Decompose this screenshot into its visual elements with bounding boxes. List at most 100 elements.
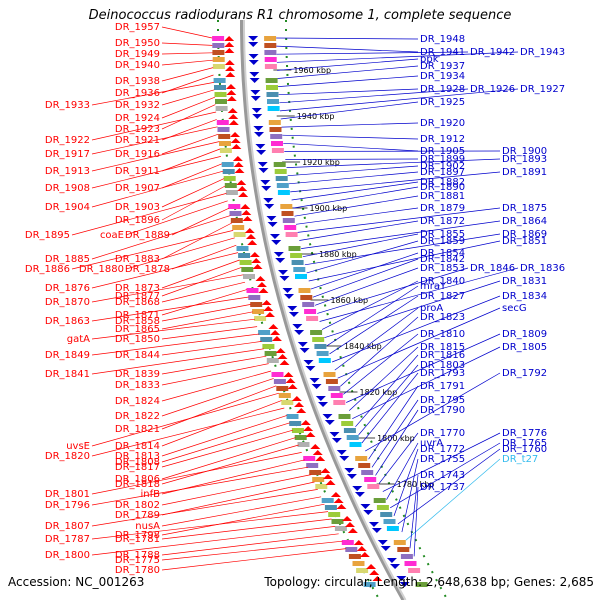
left-gene-label[interactable]: DR_1807 xyxy=(45,521,90,532)
left-gene-label[interactable]: infB xyxy=(141,489,161,500)
right-gene-label[interactable]: DR_1823 xyxy=(420,312,465,323)
right-gene-label[interactable]: DR_1793 xyxy=(420,368,465,379)
left-gene-label[interactable]: DR_1913 xyxy=(45,166,90,177)
left-gene-label[interactable]: DR_1802 xyxy=(115,500,160,511)
right-gene-label[interactable]: DR_1891 xyxy=(502,167,547,178)
left-gene-label[interactable]: DR_1844 xyxy=(115,350,160,361)
left-gene-label[interactable]: DR_1868 xyxy=(115,297,160,308)
left-gene-label[interactable]: DR_1865 xyxy=(115,324,160,335)
left-gene-label[interactable]: DR_1922 xyxy=(45,135,90,146)
left-gene-label[interactable]: DR_1932 xyxy=(115,100,160,111)
right-gene-label[interactable]: DR_1900 xyxy=(502,146,547,157)
left-gene-label[interactable]: nusA xyxy=(135,521,160,532)
right-gene-label[interactable]: DR_1737 xyxy=(420,482,465,493)
left-gene-label[interactable]: DR_1936 xyxy=(115,88,160,99)
left-gene-label[interactable]: DR_1895 xyxy=(25,230,70,241)
left-gene-label[interactable]: DR_1924 xyxy=(115,113,160,124)
left-gene-label[interactable]: DR_1841 xyxy=(45,369,90,380)
left-gene-label[interactable]: DR_1940 xyxy=(115,60,160,71)
left-gene-label[interactable]: DR_1885 xyxy=(45,254,90,265)
right-gene-label[interactable]: DR_1765 xyxy=(502,438,547,449)
right-gene-label[interactable]: DR_1790 xyxy=(420,405,465,416)
left-gene-label[interactable]: DR_1877 xyxy=(115,291,160,302)
left-gene-label[interactable]: DR_1780 xyxy=(115,565,160,576)
right-gene-label[interactable]: DR_1905 xyxy=(420,146,465,157)
left-gene-label[interactable]: DR_1813 xyxy=(115,451,160,462)
left-gene-label[interactable]: DR_1849 xyxy=(45,350,90,361)
right-gene-label[interactable]: DR_1925 xyxy=(420,97,465,108)
left-gene-label[interactable]: DR_1896 xyxy=(115,215,160,226)
left-gene-label[interactable]: DR_1817 xyxy=(115,462,160,473)
right-gene-label[interactable]: DR_1772 xyxy=(420,444,465,455)
right-gene-label[interactable]: DR_1836 xyxy=(520,263,565,274)
right-gene-label[interactable]: DR_1827 xyxy=(420,291,465,302)
right-gene-label[interactable]: DR_1760 xyxy=(502,444,547,455)
left-gene-label[interactable]: DR_1824 xyxy=(115,396,160,407)
right-gene-label[interactable]: DR_1776 xyxy=(502,428,547,439)
right-gene-label[interactable]: DR_1855 xyxy=(420,229,465,240)
right-gene-label[interactable]: uvrA xyxy=(420,438,443,449)
left-gene-label[interactable]: DR_1788 xyxy=(115,550,160,561)
left-gene-label[interactable]: DR_1878 xyxy=(125,264,170,275)
left-gene-label[interactable]: DR_1957 xyxy=(115,22,160,33)
left-gene-label[interactable]: DR_1814 xyxy=(115,441,160,452)
right-gene-label[interactable]: DR_1882 xyxy=(420,177,465,188)
right-gene-label[interactable]: DR_1934 xyxy=(420,71,465,82)
right-gene-label[interactable]: DR_1854 xyxy=(420,248,465,259)
right-gene-label[interactable]: DR_1791 xyxy=(420,381,465,392)
rna-gene-label[interactable]: DR_t27 xyxy=(502,454,538,465)
left-gene-label[interactable]: DR_1796 xyxy=(45,500,90,511)
right-gene-label[interactable]: DR_1859 xyxy=(420,236,465,247)
right-gene-label[interactable]: DR_1869 xyxy=(502,229,547,240)
left-gene-label[interactable]: DR_1876 xyxy=(45,283,90,294)
right-gene-label[interactable]: DR_1942 xyxy=(470,47,515,58)
right-gene-label[interactable]: DR_1792 xyxy=(502,368,547,379)
left-gene-label[interactable]: DR_1870 xyxy=(45,297,90,308)
right-gene-label[interactable]: DR_1927 xyxy=(520,84,565,95)
right-gene-label[interactable]: DR_1851 xyxy=(502,236,547,247)
right-gene-label[interactable]: DR_1920 xyxy=(420,118,465,129)
right-gene-label[interactable]: ppk xyxy=(420,54,439,65)
left-gene-label[interactable]: DR_1873 xyxy=(115,283,160,294)
left-gene-label[interactable]: DR_1933 xyxy=(45,100,90,111)
left-gene-label[interactable]: DR_1903 xyxy=(115,202,160,213)
left-gene-label[interactable]: DR_1938 xyxy=(115,76,160,87)
left-gene-label[interactable]: DR_1907 xyxy=(115,183,160,194)
right-gene-label[interactable]: DR_1879 xyxy=(420,203,465,214)
right-gene-label[interactable]: DR_1893 xyxy=(502,154,547,165)
left-gene-label[interactable]: DR_1787 xyxy=(45,534,90,545)
left-gene-label[interactable]: DR_1781 xyxy=(115,534,160,545)
right-gene-label[interactable]: mraY xyxy=(420,281,447,292)
left-gene-label[interactable]: DR_1818 xyxy=(115,479,160,490)
right-gene-label[interactable]: DR_1902 xyxy=(420,161,465,172)
right-gene-label[interactable]: DR_1872 xyxy=(420,216,465,227)
right-gene-label[interactable]: DR_1897 xyxy=(420,167,465,178)
left-gene-label[interactable]: DR_1863 xyxy=(45,316,90,327)
left-gene-label[interactable]: DR_1904 xyxy=(45,202,90,213)
right-gene-label[interactable]: DR_1875 xyxy=(502,203,547,214)
left-gene-label[interactable]: DR_1798 xyxy=(115,530,160,541)
left-gene-label[interactable]: DR_1806 xyxy=(115,474,160,485)
right-gene-label[interactable]: DR_1881 xyxy=(420,191,465,202)
right-gene-label[interactable]: DR_1795 xyxy=(420,395,465,406)
left-gene-label[interactable]: DR_1871 xyxy=(115,310,160,321)
left-gene-label[interactable]: coaE xyxy=(100,230,124,241)
left-gene-label[interactable]: DR_1921 xyxy=(115,135,160,146)
right-gene-label[interactable]: DR_1912 xyxy=(420,134,465,145)
left-gene-label[interactable]: DR_1886 xyxy=(25,264,70,275)
left-gene-label[interactable]: DR_1775 xyxy=(115,555,160,566)
left-gene-label[interactable]: DR_1949 xyxy=(115,49,160,60)
right-gene-label[interactable]: DR_1853 xyxy=(420,263,465,274)
right-gene-label[interactable]: DR_1899 xyxy=(420,154,465,165)
left-gene-label[interactable]: DR_1839 xyxy=(115,369,160,380)
right-gene-label[interactable]: DR_1864 xyxy=(502,216,547,227)
right-gene-label[interactable]: DR_1834 xyxy=(502,291,547,302)
right-gene-label[interactable]: secG xyxy=(502,303,527,314)
left-gene-label[interactable]: DR_1880 xyxy=(79,264,124,275)
left-gene-label[interactable]: DR_1789 xyxy=(115,510,160,521)
left-gene-label[interactable]: DR_1821 xyxy=(115,424,160,435)
right-gene-label[interactable]: DR_1815 xyxy=(420,342,465,353)
right-gene-label[interactable]: DR_1743 xyxy=(420,470,465,481)
left-gene-label[interactable]: DR_1950 xyxy=(115,38,160,49)
left-gene-label[interactable]: uvsE xyxy=(66,441,90,452)
